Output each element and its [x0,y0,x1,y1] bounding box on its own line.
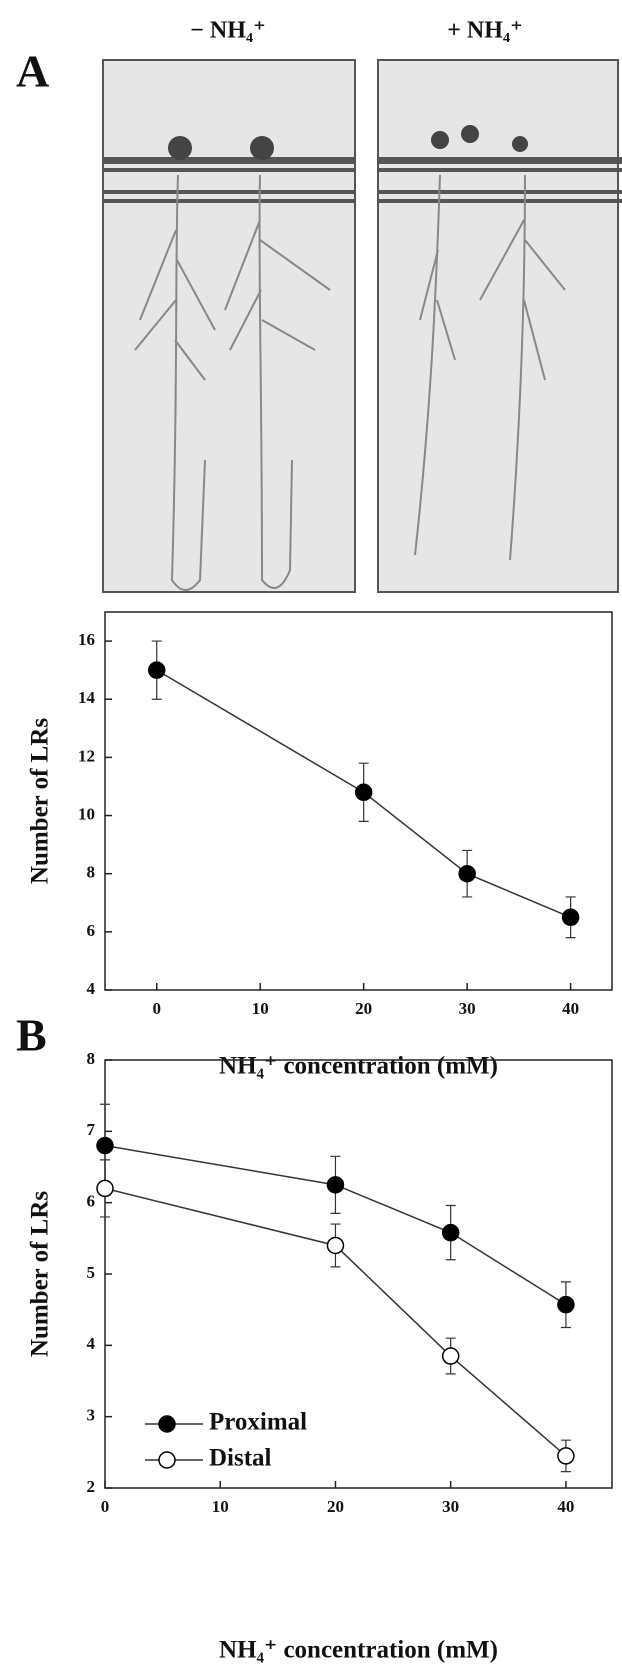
marker [96,1136,114,1155]
x-tick-label: 0 [152,999,161,1018]
x-tick-label: 10 [212,1497,229,1516]
marker [96,1179,114,1198]
y-tick-label: 7 [87,1120,96,1139]
x-axis-label: NH₄⁺ concentration (mM) [219,1637,498,1664]
marker [561,908,580,927]
marker [147,661,166,679]
y-tick-label: 4 [87,1334,96,1353]
y-tick-label: 8 [87,863,96,882]
marker [326,1236,345,1255]
y-tick-label: 16 [78,630,95,649]
y-axis-label: Number of LRs [27,718,54,884]
y-tick-label: 5 [87,1263,96,1282]
series-line [156,669,571,918]
legend-label: Proximal [209,1409,307,1436]
y-tick-label: 4 [87,979,96,998]
marker [441,1223,460,1242]
y-tick-label: 10 [78,804,95,823]
x-tick-label: 20 [327,1497,344,1516]
x-tick-label: 40 [557,1497,574,1516]
y-tick-label: 12 [78,746,95,765]
y-axis-label: Number of LRs [27,1191,54,1357]
legend-marker [158,1451,176,1469]
y-tick-label: 6 [87,1192,96,1211]
x-tick-label: 40 [562,999,579,1018]
marker [354,783,373,802]
panel-label: B [16,1010,47,1061]
marker [557,1447,575,1465]
marker [458,864,476,883]
x-tick-label: 20 [355,999,372,1018]
marker [326,1176,345,1194]
photo-label: + NH₄⁺ [447,18,523,44]
y-tick-label: 3 [87,1406,96,1425]
photo [102,59,622,593]
y-tick-label: 14 [78,688,96,707]
legend-marker [158,1415,176,1433]
y-tick-label: 6 [87,921,96,940]
marker [557,1295,575,1314]
marker [441,1347,460,1365]
series-line [104,1187,567,1457]
x-tick-label: 10 [252,999,269,1018]
x-tick-label: 0 [101,1497,110,1516]
legend-label: Distal [209,1445,272,1472]
panel-label: A [16,46,49,97]
photo-label: − NH₄⁺ [190,18,266,44]
y-tick-label: 2 [87,1477,96,1496]
x-tick-label: 30 [442,1497,459,1516]
plot-frame [104,611,613,991]
y-tick-label: 8 [87,1049,96,1068]
x-axis-label: NH₄⁺ concentration (mM) [219,1053,498,1080]
series-line [104,1144,567,1306]
x-tick-label: 30 [459,999,476,1018]
